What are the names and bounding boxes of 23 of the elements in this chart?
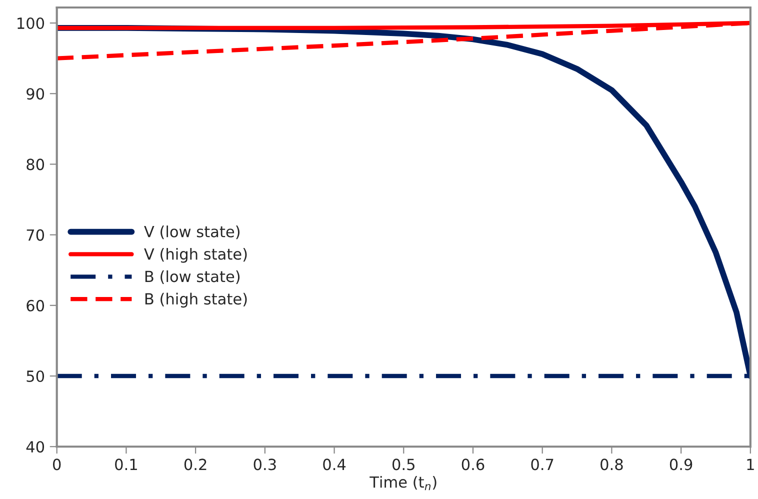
x-tick-label: 0.5 (392, 458, 414, 470)
y-tick-label: 90 (26, 88, 44, 100)
x-axis-title: Time (t$_{n}$) (370, 476, 436, 490)
x-tick-label: 0.7 (531, 458, 554, 470)
x-tick-label: 0.8 (600, 458, 623, 470)
y-tick-label: 70 (26, 229, 44, 241)
y-tick-label: 40 (26, 441, 44, 453)
legend-label: V (low state) (144, 226, 240, 240)
x-tick-label: 0 (52, 458, 61, 470)
y-tick-label: 100 (18, 17, 44, 30)
x-tick-label: 0.6 (462, 458, 484, 470)
legend-label: B (high state) (145, 292, 247, 308)
y-tick-label: 50 (26, 370, 44, 382)
x-tick-label: 0.3 (254, 458, 276, 470)
y-tick-label: 60 (26, 300, 44, 312)
x-tick-label: 0.9 (670, 458, 692, 470)
y-tick-label: 80 (26, 158, 44, 170)
legend-label: V (high state) (144, 248, 247, 263)
x-tick-label: 0.2 (184, 458, 206, 470)
legend-label: B (low state) (145, 270, 240, 284)
x-tick-label: 1 (747, 458, 754, 470)
x-tick-label: 0.1 (115, 458, 137, 470)
x-tick-label: 0.4 (323, 458, 346, 470)
